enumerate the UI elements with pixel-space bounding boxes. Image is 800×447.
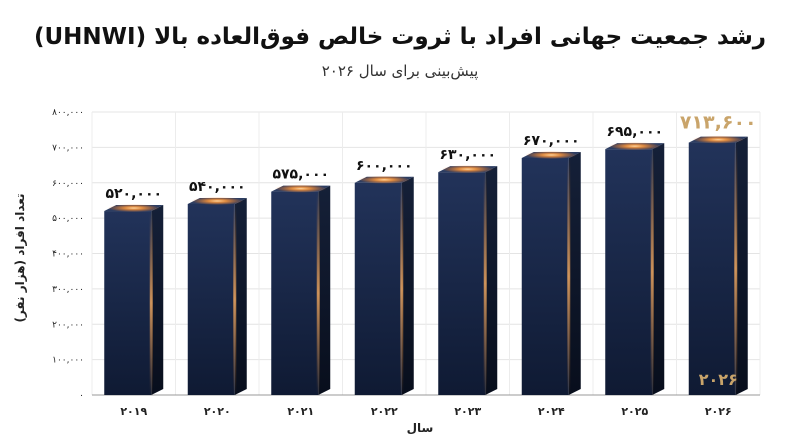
bar-top-glow [358, 175, 411, 184]
x-tick-label: ۲۰۲۶ [705, 405, 732, 418]
x-axis-label: سال [407, 421, 434, 435]
x-tick-label: ۲۰۲۱ [287, 405, 314, 418]
bar-top-glow [441, 165, 494, 174]
bar-value-label: ۵۴۰,۰۰۰ [189, 179, 246, 195]
bar-side [652, 143, 665, 395]
bar-top-glow [608, 142, 661, 151]
bar-value-label: ۶۹۵,۰۰۰ [606, 124, 663, 140]
bar [354, 175, 414, 395]
bar-front [271, 191, 319, 395]
labels-layer: ۵۲۰,۰۰۰ ۲۰۱۹ ۵۴۰,۰۰۰ ۲۰۲۰ ۵۷۵,۰۰۰ ۲۰۲۱ ۶۰۰,۰۰۰… [105, 112, 756, 418]
x-tick-label: ۲۰۲۴ [538, 405, 565, 418]
bar-edge-glow [650, 149, 654, 395]
y-tick-label: ۴۰۰,۰۰۰ [52, 250, 84, 260]
y-tick-label: ۰ [79, 391, 84, 401]
bar-side [151, 205, 164, 395]
bar-top-glow [692, 135, 745, 144]
bar [521, 150, 581, 395]
x-tick-label: ۲۰۲۵ [621, 405, 648, 418]
bar-edge-glow [734, 142, 738, 395]
bar-value-label: ۶۷۰,۰۰۰ [523, 133, 580, 149]
bar-value-label: ۶۳۰,۰۰۰ [439, 147, 496, 163]
x-tick-label: ۲۰۲۳ [454, 405, 481, 418]
bars-layer [104, 135, 748, 395]
y-tick-label: ۳۰۰,۰۰۰ [52, 285, 84, 295]
y-axis-label: تعداد افراد (هزار نفر) [13, 193, 27, 322]
bar-side [735, 136, 748, 395]
chart-subtitle: پیش‌بینی برای سال ۲۰۲۶ [321, 62, 479, 80]
bar [104, 204, 164, 395]
bar-top-glow [274, 184, 327, 193]
bar-edge-glow [316, 191, 320, 395]
x-tick-label: ۲۰۲۰ [204, 405, 231, 418]
bar-edge-glow [233, 203, 237, 395]
bar-side [485, 166, 498, 395]
bar-top-glow [107, 204, 160, 213]
bar-top-glow [525, 150, 578, 159]
bar-value-label: ۵۷۵,۰۰۰ [272, 167, 329, 183]
bar-side [234, 197, 247, 395]
y-tick-label: ۲۰۰,۰۰۰ [52, 320, 84, 330]
bar-top-glow [191, 196, 244, 205]
bar [187, 196, 247, 395]
y-tick-label: ۱۰۰,۰۰۰ [52, 356, 84, 366]
y-tick-label: ۷۰۰,۰۰۰ [52, 143, 84, 153]
bar-edge-glow [149, 211, 153, 395]
bar-side [318, 185, 331, 395]
bar-edge-glow [567, 157, 571, 395]
bar-inner-label: ۲۰۲۶ [699, 370, 738, 389]
y-tick-label: ۶۰۰,۰۰۰ [52, 179, 84, 189]
bar [605, 142, 665, 395]
bar-value-label: ۷۱۳,۶۰۰ [680, 112, 757, 134]
bar [688, 135, 748, 395]
bar-side [401, 176, 414, 395]
y-tick-label: ۵۰۰,۰۰۰ [52, 214, 84, 224]
bar-front [688, 142, 736, 395]
bar-side [568, 151, 581, 395]
bar-front [438, 172, 486, 395]
bar-front [605, 149, 653, 395]
y-tick-label: ۸۰۰,۰۰۰ [52, 108, 84, 118]
bar-value-label: ۵۲۰,۰۰۰ [105, 186, 162, 202]
bar [271, 184, 331, 395]
bar-value-label: ۶۰۰,۰۰۰ [356, 158, 413, 174]
x-tick-label: ۲۰۱۹ [120, 405, 147, 418]
bar [438, 165, 498, 395]
bar-front [521, 157, 569, 395]
bar-front [354, 182, 402, 395]
chart-title: رشد جمعیت جهانی افراد با ثروت خالص فوق‌ا… [33, 24, 767, 50]
bar-edge-glow [400, 182, 404, 395]
bar-front [104, 211, 152, 395]
bar-edge-glow [483, 172, 487, 395]
bar-front [187, 203, 235, 395]
x-tick-label: ۲۰۲۲ [371, 405, 398, 418]
